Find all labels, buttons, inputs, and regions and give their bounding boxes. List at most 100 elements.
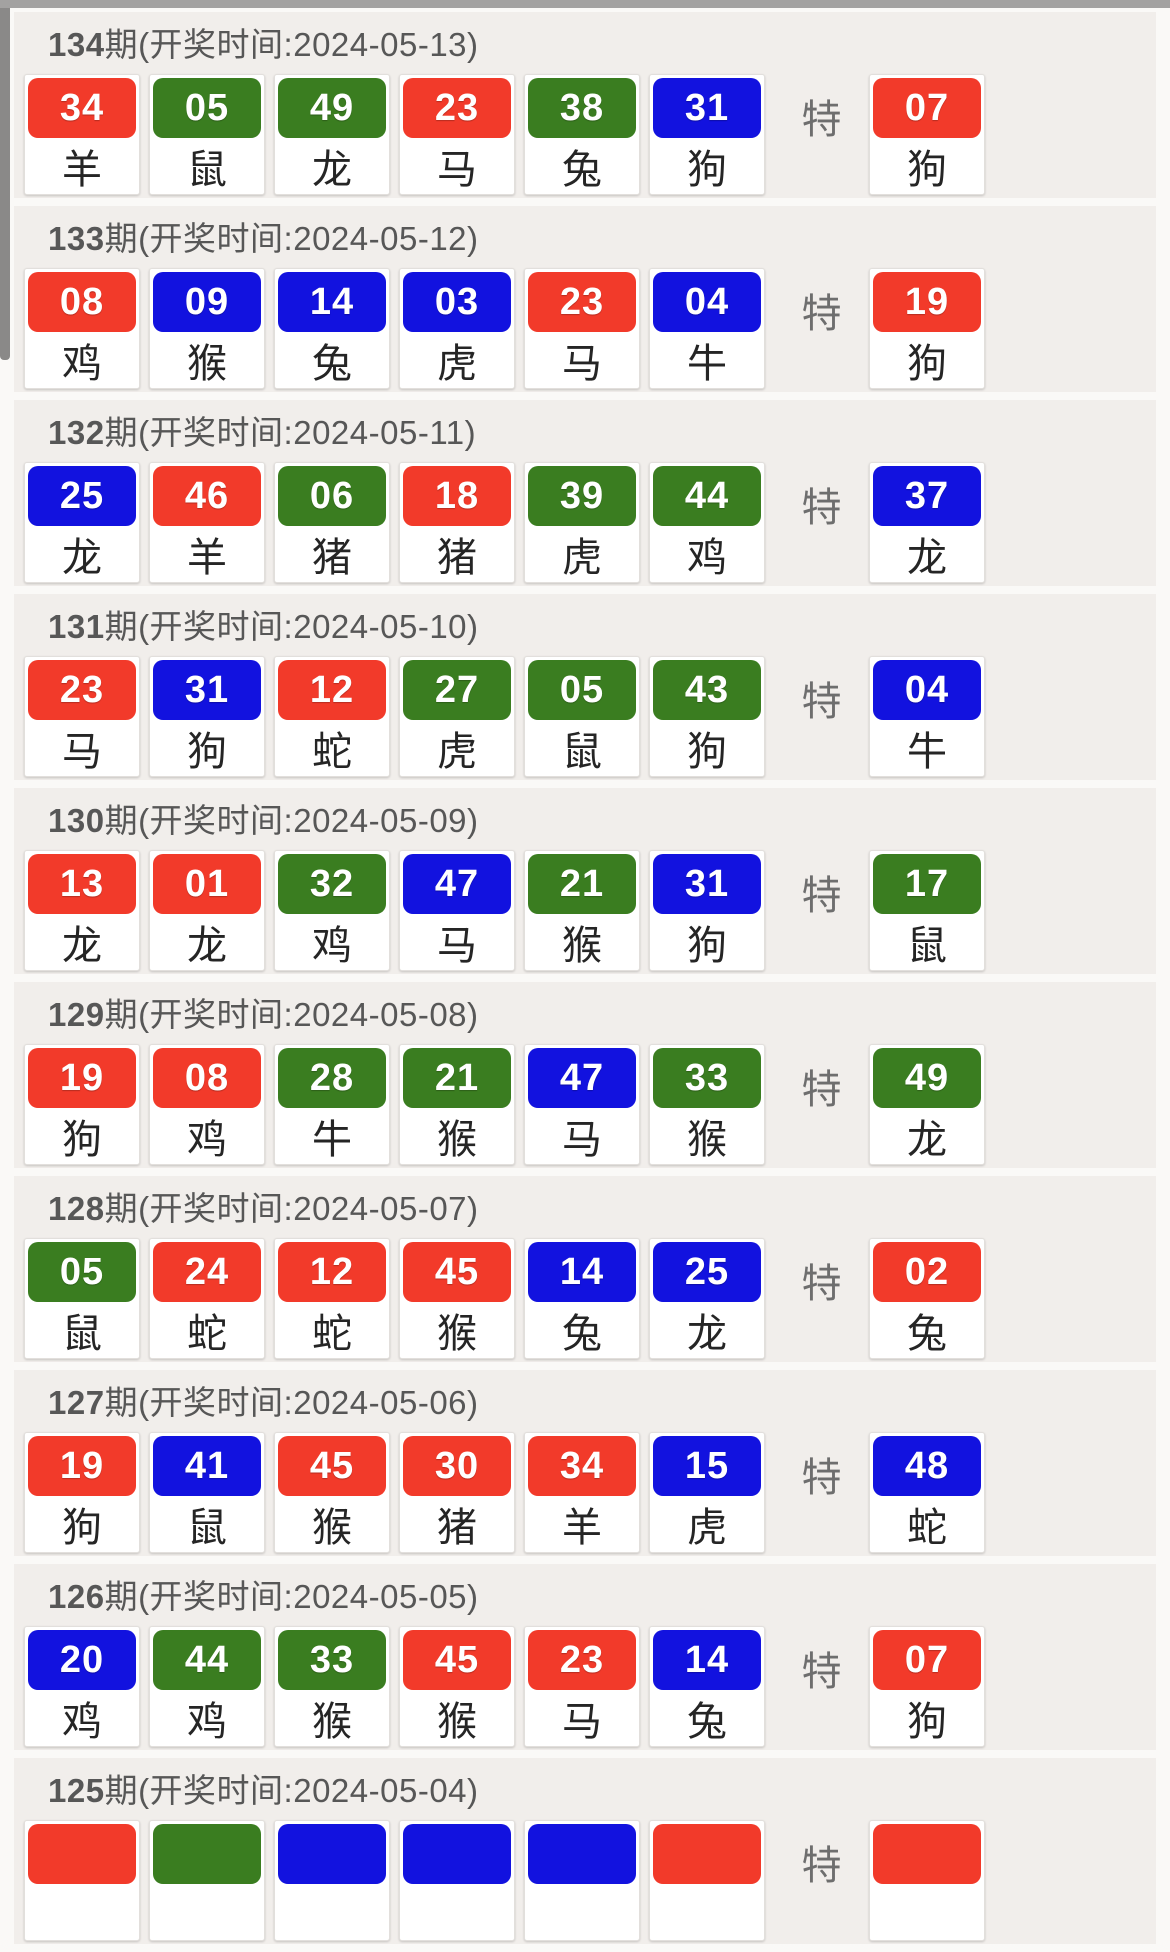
zodiac-label: 鼠	[907, 923, 947, 968]
ball-number: 46	[153, 466, 261, 526]
ball-number: 41	[153, 1436, 261, 1496]
zodiac-label: 龙	[62, 923, 102, 968]
special-number-tile: 19 狗	[869, 268, 985, 389]
zodiac-label	[153, 1884, 261, 1939]
ball-number	[278, 1824, 386, 1884]
ball-number: 37	[873, 466, 981, 526]
draw-numbers-row: 19 狗 08 鸡 28 牛 21 猴 47 马 33 猴 特 49 龙	[24, 1044, 1146, 1165]
zodiac-label: 猴	[687, 1117, 727, 1162]
ball-number: 30	[403, 1436, 511, 1496]
draw-period-title: 129期(开奖时间:2024-05-08)	[24, 996, 1146, 1034]
period-number: 126	[48, 1578, 105, 1615]
ball-number: 13	[28, 854, 136, 914]
zodiac-label: 狗	[687, 923, 727, 968]
zodiac-label: 兔	[562, 147, 602, 192]
zodiac-label: 猪	[312, 535, 352, 580]
ball-number: 43	[653, 660, 761, 720]
zodiac-label: 猴	[437, 1117, 477, 1162]
ball-number: 07	[873, 1630, 981, 1690]
zodiac-label: 龙	[312, 147, 352, 192]
period-number: 128	[48, 1190, 105, 1227]
ball-number: 18	[403, 466, 511, 526]
draw-numbers-row: 特	[24, 1820, 1146, 1941]
ball-number: 05	[28, 1242, 136, 1302]
ball-number: 14	[528, 1242, 636, 1302]
ball-number: 08	[28, 272, 136, 332]
ball-number: 32	[278, 854, 386, 914]
number-tile: 27 虎	[399, 656, 515, 777]
zodiac-label: 马	[437, 923, 477, 968]
special-number-tile	[869, 1820, 985, 1941]
number-tile	[399, 1820, 515, 1941]
special-number-tile: 07 狗	[869, 74, 985, 195]
zodiac-label: 猴	[312, 1699, 352, 1744]
ball-number: 19	[873, 272, 981, 332]
draw-block: 131期(开奖时间:2024-05-10) 23 马 31 狗 12 蛇 27 …	[14, 594, 1156, 780]
number-tile: 05 鼠	[24, 1238, 140, 1359]
ball-number: 33	[278, 1630, 386, 1690]
zodiac-label: 狗	[907, 341, 947, 386]
number-tile: 15 虎	[649, 1432, 765, 1553]
ball-number: 17	[873, 854, 981, 914]
zodiac-label	[653, 1884, 761, 1939]
ball-number: 05	[153, 78, 261, 138]
zodiac-label: 鼠	[562, 729, 602, 774]
draw-numbers-row: 19 狗 41 鼠 45 猴 30 猪 34 羊 15 虎 特 48 蛇	[24, 1432, 1146, 1553]
zodiac-label: 马	[437, 147, 477, 192]
ball-number: 39	[528, 466, 636, 526]
number-tile	[274, 1820, 390, 1941]
number-tile	[649, 1820, 765, 1941]
draw-numbers-row: 20 鸡 44 鸡 33 猴 45 猴 23 马 14 兔 特 07 狗	[24, 1626, 1146, 1747]
zodiac-label: 马	[562, 1699, 602, 1744]
ball-number: 23	[528, 272, 636, 332]
draw-period-title: 125期(开奖时间:2024-05-04)	[24, 1772, 1146, 1810]
zodiac-label: 兔	[907, 1311, 947, 1356]
special-label: 特	[801, 1456, 842, 1500]
zodiac-label: 猴	[312, 1505, 352, 1550]
draw-block: 128期(开奖时间:2024-05-07) 05 鼠 24 蛇 12 蛇 45 …	[14, 1176, 1156, 1362]
zodiac-label: 猪	[437, 1505, 477, 1550]
period-draw-date: 期(开奖时间:2024-05-07)	[104, 1190, 479, 1227]
ball-number: 23	[28, 660, 136, 720]
ball-number: 09	[153, 272, 261, 332]
period-draw-date: 期(开奖时间:2024-05-10)	[104, 608, 479, 645]
number-tile: 23 马	[399, 74, 515, 195]
zodiac-label: 猪	[437, 535, 477, 580]
zodiac-label: 羊	[187, 535, 227, 580]
lottery-results-list: 134期(开奖时间:2024-05-13) 34 羊 05 鼠 49 龙 23 …	[0, 12, 1170, 1952]
number-tile: 14 兔	[274, 268, 390, 389]
ball-number	[153, 1824, 261, 1884]
number-tile: 41 鼠	[149, 1432, 265, 1553]
number-tile: 21 猴	[524, 850, 640, 971]
special-label: 特	[801, 292, 842, 336]
ball-number: 31	[653, 78, 761, 138]
zodiac-label: 鼠	[187, 1505, 227, 1550]
zodiac-label: 猴	[437, 1311, 477, 1356]
draw-block: 130期(开奖时间:2024-05-09) 13 龙 01 龙 32 鸡 47 …	[14, 788, 1156, 974]
special-number-tile: 04 牛	[869, 656, 985, 777]
period-number: 131	[48, 608, 105, 645]
ball-number: 34	[528, 1436, 636, 1496]
special-number-tile: 17 鼠	[869, 850, 985, 971]
zodiac-label: 虎	[437, 341, 477, 386]
draw-numbers-row: 23 马 31 狗 12 蛇 27 虎 05 鼠 43 狗 特 04 牛	[24, 656, 1146, 777]
number-tile: 47 马	[524, 1044, 640, 1165]
zodiac-label: 牛	[687, 341, 727, 386]
zodiac-label: 牛	[312, 1117, 352, 1162]
number-tile: 08 鸡	[24, 268, 140, 389]
zodiac-label: 鸡	[187, 1117, 227, 1162]
period-draw-date: 期(开奖时间:2024-05-04)	[104, 1772, 479, 1809]
ball-number: 02	[873, 1242, 981, 1302]
period-number: 133	[48, 220, 105, 257]
ball-number: 49	[873, 1048, 981, 1108]
number-tile: 01 龙	[149, 850, 265, 971]
ball-number: 28	[278, 1048, 386, 1108]
ball-number: 21	[403, 1048, 511, 1108]
number-tile: 47 马	[399, 850, 515, 971]
number-tile: 33 猴	[649, 1044, 765, 1165]
left-scrollbar[interactable]	[0, 8, 10, 360]
ball-number: 33	[653, 1048, 761, 1108]
draw-period-title: 128期(开奖时间:2024-05-07)	[24, 1190, 1146, 1228]
ball-number	[873, 1824, 981, 1884]
special-number-tile: 48 蛇	[869, 1432, 985, 1553]
